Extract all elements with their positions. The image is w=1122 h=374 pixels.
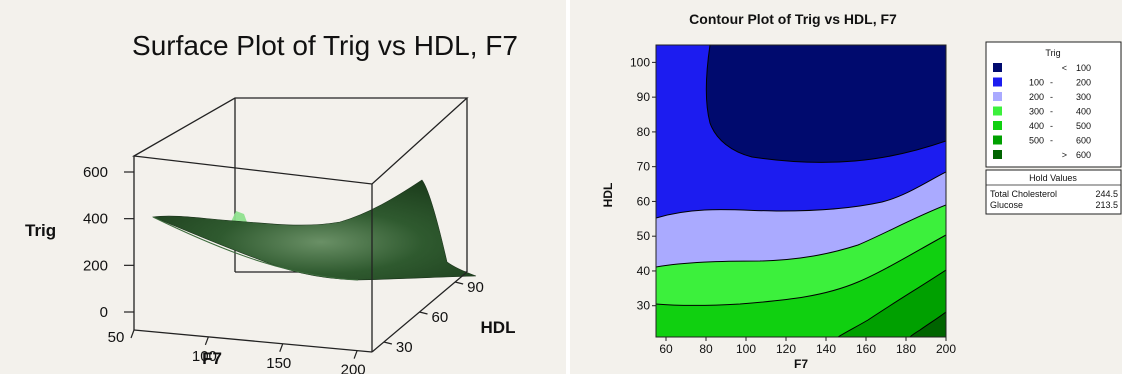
- hold-values: Hold Values Total Cholesterol 244.5 Glucos…: [985, 169, 1122, 215]
- legend-items: <100100-200200-300300-400400-500500-600>…: [993, 63, 1091, 160]
- cy-tick-label: 30: [637, 299, 651, 313]
- y-axis-label: HDL: [481, 318, 516, 337]
- cx-tick-label: 120: [776, 342, 796, 356]
- y-tick-label: 60: [432, 309, 449, 326]
- legend-range-dash: -: [1050, 121, 1053, 131]
- cx-tick-label: 100: [736, 342, 756, 356]
- cy-tick-label: 80: [637, 125, 651, 139]
- surface-title: Surface Plot of Trig vs HDL, F7: [132, 30, 518, 61]
- y-axis-ticks: 30 60 90: [383, 279, 484, 356]
- hold-values-box: [985, 169, 1122, 215]
- x-tick-label: 100: [192, 348, 217, 365]
- contour-plot: Contour Plot of Trig vs HDL, F7: [601, 11, 1122, 371]
- legend-range-low: 400: [1029, 121, 1044, 131]
- y-tick-mark: [454, 281, 464, 285]
- cx-tick-label: 140: [816, 342, 836, 356]
- legend-range-high: 300: [1076, 92, 1091, 102]
- legend-range-dash: -: [1050, 78, 1053, 88]
- x-tick-mark: [204, 336, 209, 346]
- region-below-100: [706, 45, 946, 163]
- box-front-floor-edge: [133, 329, 373, 353]
- legend-range-dash: -: [1050, 107, 1053, 117]
- z-axis-ticks: 0 200 400 600: [83, 164, 134, 321]
- x-tick-mark: [130, 329, 135, 339]
- cy-tick-label: 90: [637, 90, 651, 104]
- legend-range-dash: -: [1050, 136, 1053, 146]
- legend-box: [985, 41, 1122, 168]
- y-tick-label: 90: [467, 279, 484, 296]
- contour-x-ticks: 60 80 100 120 140 160 180 200: [659, 337, 956, 356]
- z-tick-label: 0: [100, 304, 108, 321]
- x-tick-label: 50: [108, 329, 125, 346]
- contour-x-label: F7: [794, 357, 808, 371]
- hold-value-name: Total Cholesterol: [990, 189, 1057, 199]
- legend-swatch: [993, 92, 1002, 101]
- cy-tick-label: 100: [630, 55, 650, 69]
- legend-range-dash: -: [1050, 92, 1053, 102]
- contour-title: Contour Plot of Trig vs HDL, F7: [689, 11, 897, 27]
- legend-range-low: 500: [1029, 136, 1044, 146]
- cy-tick-label: 40: [637, 264, 651, 278]
- z-tick-label: 400: [83, 211, 108, 228]
- legend: Trig <100100-200200-300300-400400-500500…: [985, 41, 1122, 168]
- legend-swatch: [993, 150, 1002, 159]
- box-top-face: [131, 97, 469, 185]
- contour-y-ticks: 30 40 50 60 70 80 90 100: [630, 55, 656, 313]
- z-tick-label: 600: [83, 164, 108, 181]
- hold-value-number: 213.5: [1095, 200, 1118, 210]
- legend-range-symbol: <: [1062, 63, 1067, 73]
- legend-range-high: 600: [1076, 136, 1091, 146]
- y-tick-mark: [383, 341, 393, 345]
- cx-tick-label: 180: [896, 342, 916, 356]
- y-tick-label: 30: [396, 339, 413, 356]
- response-surface: [151, 179, 477, 281]
- legend-range-symbol: >: [1062, 150, 1067, 160]
- z-tick-label: 200: [83, 257, 108, 274]
- cx-tick-label: 160: [856, 342, 876, 356]
- x-axis-label: F7: [202, 349, 222, 368]
- hold-value-number: 244.5: [1095, 189, 1118, 199]
- hold-values-title: Hold Values: [1029, 173, 1077, 183]
- legend-swatch: [993, 77, 1002, 87]
- x-tick-label: 150: [266, 355, 291, 372]
- legend-swatch: [993, 121, 1002, 130]
- legend-title: Trig: [1045, 48, 1060, 58]
- surface-plot-panel: Surface Plot of Trig vs HDL, F7: [0, 0, 566, 374]
- contour-plot-panel: Contour Plot of Trig vs HDL, F7: [570, 0, 1122, 374]
- x-tick-mark: [353, 350, 358, 359]
- legend-range-high: 400: [1076, 107, 1091, 117]
- panel-divider: [566, 0, 570, 374]
- legend-range-high: 200: [1076, 78, 1091, 88]
- cx-tick-label: 80: [699, 342, 713, 356]
- surface-front-edge: [152, 216, 359, 281]
- legend-range-low: 100: [1029, 78, 1044, 88]
- contour-lines: [656, 45, 946, 337]
- legend-range-high: 500: [1076, 121, 1091, 131]
- cx-tick-label: 60: [659, 342, 673, 356]
- z-axis-label: Trig: [25, 221, 56, 240]
- legend-range-low: 300: [1029, 107, 1044, 117]
- contour-regions: [656, 45, 946, 337]
- hold-value-name: Glucose: [990, 200, 1023, 210]
- legend-range-value: 100: [1076, 63, 1091, 73]
- cx-tick-label: 200: [936, 342, 956, 356]
- cy-tick-label: 60: [637, 194, 651, 208]
- cy-tick-label: 70: [637, 160, 651, 174]
- hold-values-items: Total Cholesterol 244.5 Glucose 213.5: [990, 189, 1118, 210]
- x-tick-label: 200: [341, 362, 366, 374]
- legend-swatch: [993, 106, 1002, 116]
- legend-swatch: [993, 135, 1002, 145]
- legend-range-value: 600: [1076, 150, 1091, 160]
- plot-frame: [655, 44, 947, 338]
- x-axis-ticks: 50 100 150 200: [108, 329, 366, 374]
- legend-swatch: [993, 63, 1002, 72]
- x-tick-mark: [279, 343, 284, 352]
- legend-range-low: 200: [1029, 92, 1044, 102]
- y-tick-mark: [419, 311, 428, 315]
- surface-plot: Surface Plot of Trig vs HDL, F7: [25, 30, 518, 374]
- cy-tick-label: 50: [637, 229, 651, 243]
- contour-y-label: HDL: [601, 183, 615, 208]
